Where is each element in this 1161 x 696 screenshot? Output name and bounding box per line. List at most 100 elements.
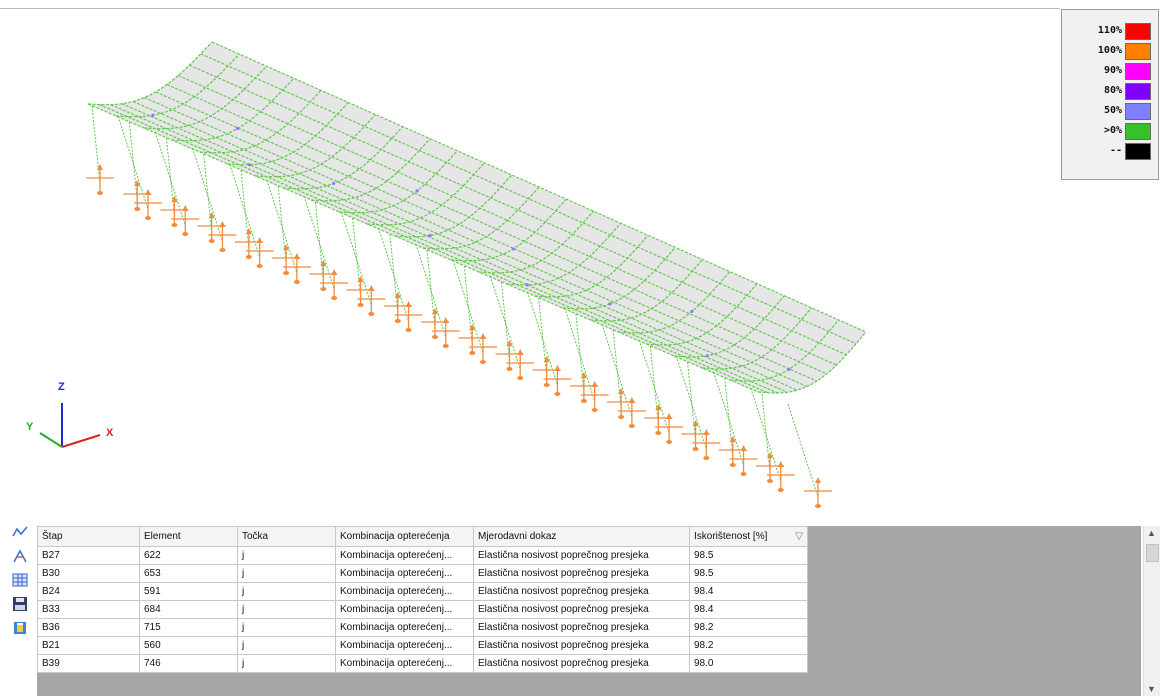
column-header[interactable]: Točka [237, 526, 336, 547]
axis-y-label: Y [26, 421, 34, 433]
support-arrow [357, 276, 364, 282]
support-arrow [729, 436, 736, 442]
column-header[interactable]: Mjerodavni dokaz [473, 526, 690, 547]
axis-triad: Z X Y [20, 375, 130, 460]
table-cell: 98.2 [689, 618, 808, 637]
column-header[interactable]: Element [139, 526, 238, 547]
table-cell: 622 [139, 546, 238, 565]
table-cell: 560 [139, 636, 238, 655]
table-row[interactable]: B24 591 j Kombinacija opterećenj... Elastičn… [37, 582, 808, 601]
member-icon[interactable] [10, 546, 30, 566]
arch-member [87, 41, 213, 106]
support-base [655, 431, 662, 435]
arch-member [422, 186, 540, 250]
table-row[interactable]: B21 560 j Kombinacija opterećenj... Elastičn… [37, 636, 808, 655]
column-member [489, 275, 521, 370]
table-row[interactable]: B27 622 j Kombinacija opterećenj... Elastičn… [37, 546, 808, 565]
save-icon[interactable] [10, 594, 30, 614]
arch-member [199, 89, 322, 154]
structure-3d-model[interactable] [0, 0, 1060, 520]
support-base [767, 479, 773, 483]
support-arrow [97, 164, 103, 170]
support-arrow [580, 372, 587, 378]
column-header[interactable]: Kombinacija opterećenja [335, 526, 474, 547]
table-cell: 746 [139, 654, 238, 673]
column-header[interactable]: Iskorištenost [%] ▽ [689, 526, 808, 547]
utilization-marker [525, 283, 529, 287]
legend-entry: 100% [1062, 43, 1158, 60]
table-row[interactable]: B36 715 j Kombinacija opterećenj... Elastičn… [37, 618, 808, 637]
column-member [452, 259, 484, 354]
utilization-marker [151, 113, 155, 117]
column-member [165, 137, 175, 217]
table-cell: Elastična nosivost poprečnog presjeka [473, 582, 690, 601]
chart-icon[interactable] [10, 522, 30, 542]
support-base [777, 488, 784, 492]
support-base [729, 463, 736, 467]
support-base [368, 312, 375, 316]
table-cell: Elastična nosivost poprečnog presjeka [473, 636, 690, 655]
arch-member [339, 150, 458, 214]
vertical-scrollbar[interactable]: ▲ ▼ [1143, 526, 1160, 696]
column-member [638, 339, 670, 434]
column-member [415, 243, 447, 338]
axis-triad-icon [39, 403, 101, 448]
utilization-marker [428, 233, 432, 238]
column-member [713, 371, 745, 466]
column-member [389, 233, 399, 313]
model-viewport[interactable]: Z X Y 110% 100% 90% 80% 50% >0% -- [0, 0, 1161, 520]
column-member [538, 297, 548, 377]
utilization-legend: 110% 100% 90% 80% 50% >0% -- [1061, 9, 1159, 180]
column-member [117, 115, 149, 210]
table-icon[interactable] [10, 570, 30, 590]
results-grid[interactable]: Štap Element Točka Kombinacija opterećenja M… [37, 526, 1141, 696]
column-member [500, 281, 510, 361]
support-base [245, 255, 252, 259]
table-cell: j [237, 582, 336, 601]
scroll-up-icon[interactable]: ▲ [1147, 528, 1156, 538]
arch-member [395, 174, 513, 238]
utilization-marker [236, 126, 240, 131]
table-cell: j [237, 600, 336, 619]
column-member [675, 355, 707, 450]
support-arrow [506, 340, 513, 346]
support-arrow [320, 260, 327, 266]
table-cell: B21 [37, 636, 140, 655]
table-cell: j [237, 654, 336, 673]
support-arrow [692, 420, 699, 426]
column-member [463, 265, 473, 345]
support-arrow [469, 324, 476, 330]
table-cell: B36 [37, 618, 140, 637]
legend-swatch [1125, 23, 1151, 40]
table-cell: 98.4 [689, 600, 808, 619]
export-icon[interactable] [10, 618, 30, 638]
support-base [442, 344, 449, 348]
scrollbar-thumb[interactable] [1146, 544, 1159, 562]
table-cell: Elastična nosivost poprečnog presjeka [473, 654, 690, 673]
filter-icon[interactable]: ▽ [795, 531, 803, 542]
column-member [724, 377, 734, 457]
table-row[interactable]: B30 653 j Kombinacija opterećenj... Elastičn… [37, 564, 808, 583]
legend-entry: -- [1062, 143, 1158, 160]
support-base [506, 367, 513, 371]
legend-label: 100% [1097, 45, 1122, 56]
support-arrow [134, 180, 141, 186]
support-base [517, 376, 524, 380]
table-row[interactable]: B33 684 j Kombinacija opterećenj... Elastičn… [37, 600, 808, 619]
arch-member [227, 101, 349, 166]
support-base [394, 319, 401, 323]
purlin-member [110, 104, 778, 394]
arch-member [618, 271, 731, 334]
table-cell: B24 [37, 582, 140, 601]
legend-entry: 80% [1062, 83, 1158, 100]
support-arrow [283, 244, 290, 250]
results-panel: Štap Element Točka Kombinacija opterećenja M… [0, 522, 1161, 696]
support-base [480, 360, 486, 364]
scroll-down-icon[interactable]: ▼ [1147, 684, 1156, 694]
support-arrow [208, 212, 215, 218]
arch-member [757, 331, 867, 394]
column-member [340, 211, 372, 306]
column-header[interactable]: Štap [37, 526, 140, 547]
table-cell: 98.5 [689, 546, 808, 565]
table-row[interactable]: B39 746 j Kombinacija opterećenj... Elastičn… [37, 654, 808, 673]
